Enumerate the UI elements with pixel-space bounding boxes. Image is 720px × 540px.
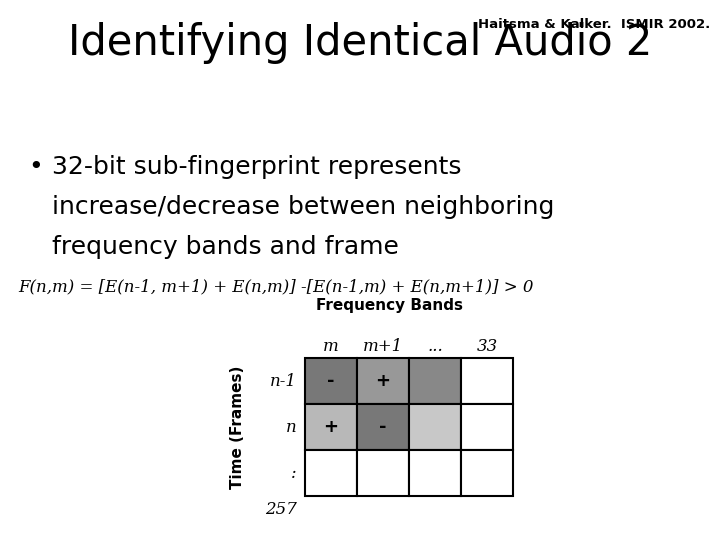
Bar: [357, 450, 409, 496]
Bar: [409, 358, 461, 404]
Text: -: -: [328, 372, 335, 390]
Bar: [357, 404, 409, 450]
Bar: [305, 358, 357, 404]
Text: ...: ...: [427, 338, 443, 355]
Bar: [461, 450, 513, 496]
Text: +: +: [376, 372, 390, 390]
Bar: [357, 358, 409, 404]
Bar: [305, 450, 357, 496]
Text: -: -: [379, 418, 387, 436]
Text: 32-bit sub-fingerprint represents: 32-bit sub-fingerprint represents: [52, 155, 462, 179]
Text: Haitsma & Kalker.  ISMIR 2002.: Haitsma & Kalker. ISMIR 2002.: [478, 18, 710, 31]
Text: :: :: [292, 464, 297, 482]
Text: frequency bands and frame: frequency bands and frame: [52, 235, 399, 259]
Text: Identifying Identical Audio 2: Identifying Identical Audio 2: [68, 22, 652, 64]
Bar: [461, 404, 513, 450]
Text: 33: 33: [477, 338, 498, 355]
Bar: [305, 404, 357, 450]
Bar: [409, 404, 461, 450]
Text: n: n: [287, 418, 297, 435]
Text: m+1: m+1: [363, 338, 403, 355]
Text: m: m: [323, 338, 339, 355]
Text: Time (Frames): Time (Frames): [230, 366, 245, 489]
Text: F(n,m) = [E(n-1, m+1) + E(n,m)] -[E(n-1,m) + E(n,m+1)] > 0: F(n,m) = [E(n-1, m+1) + E(n,m)] -[E(n-1,…: [18, 278, 534, 295]
Text: +: +: [323, 418, 338, 436]
Bar: [409, 450, 461, 496]
Bar: [461, 358, 513, 404]
Text: increase/decrease between neighboring: increase/decrease between neighboring: [52, 195, 554, 219]
Text: Frequency Bands: Frequency Bands: [317, 298, 464, 313]
Text: n-1: n-1: [270, 373, 297, 389]
Text: 257: 257: [265, 501, 297, 518]
Text: •: •: [28, 155, 42, 179]
